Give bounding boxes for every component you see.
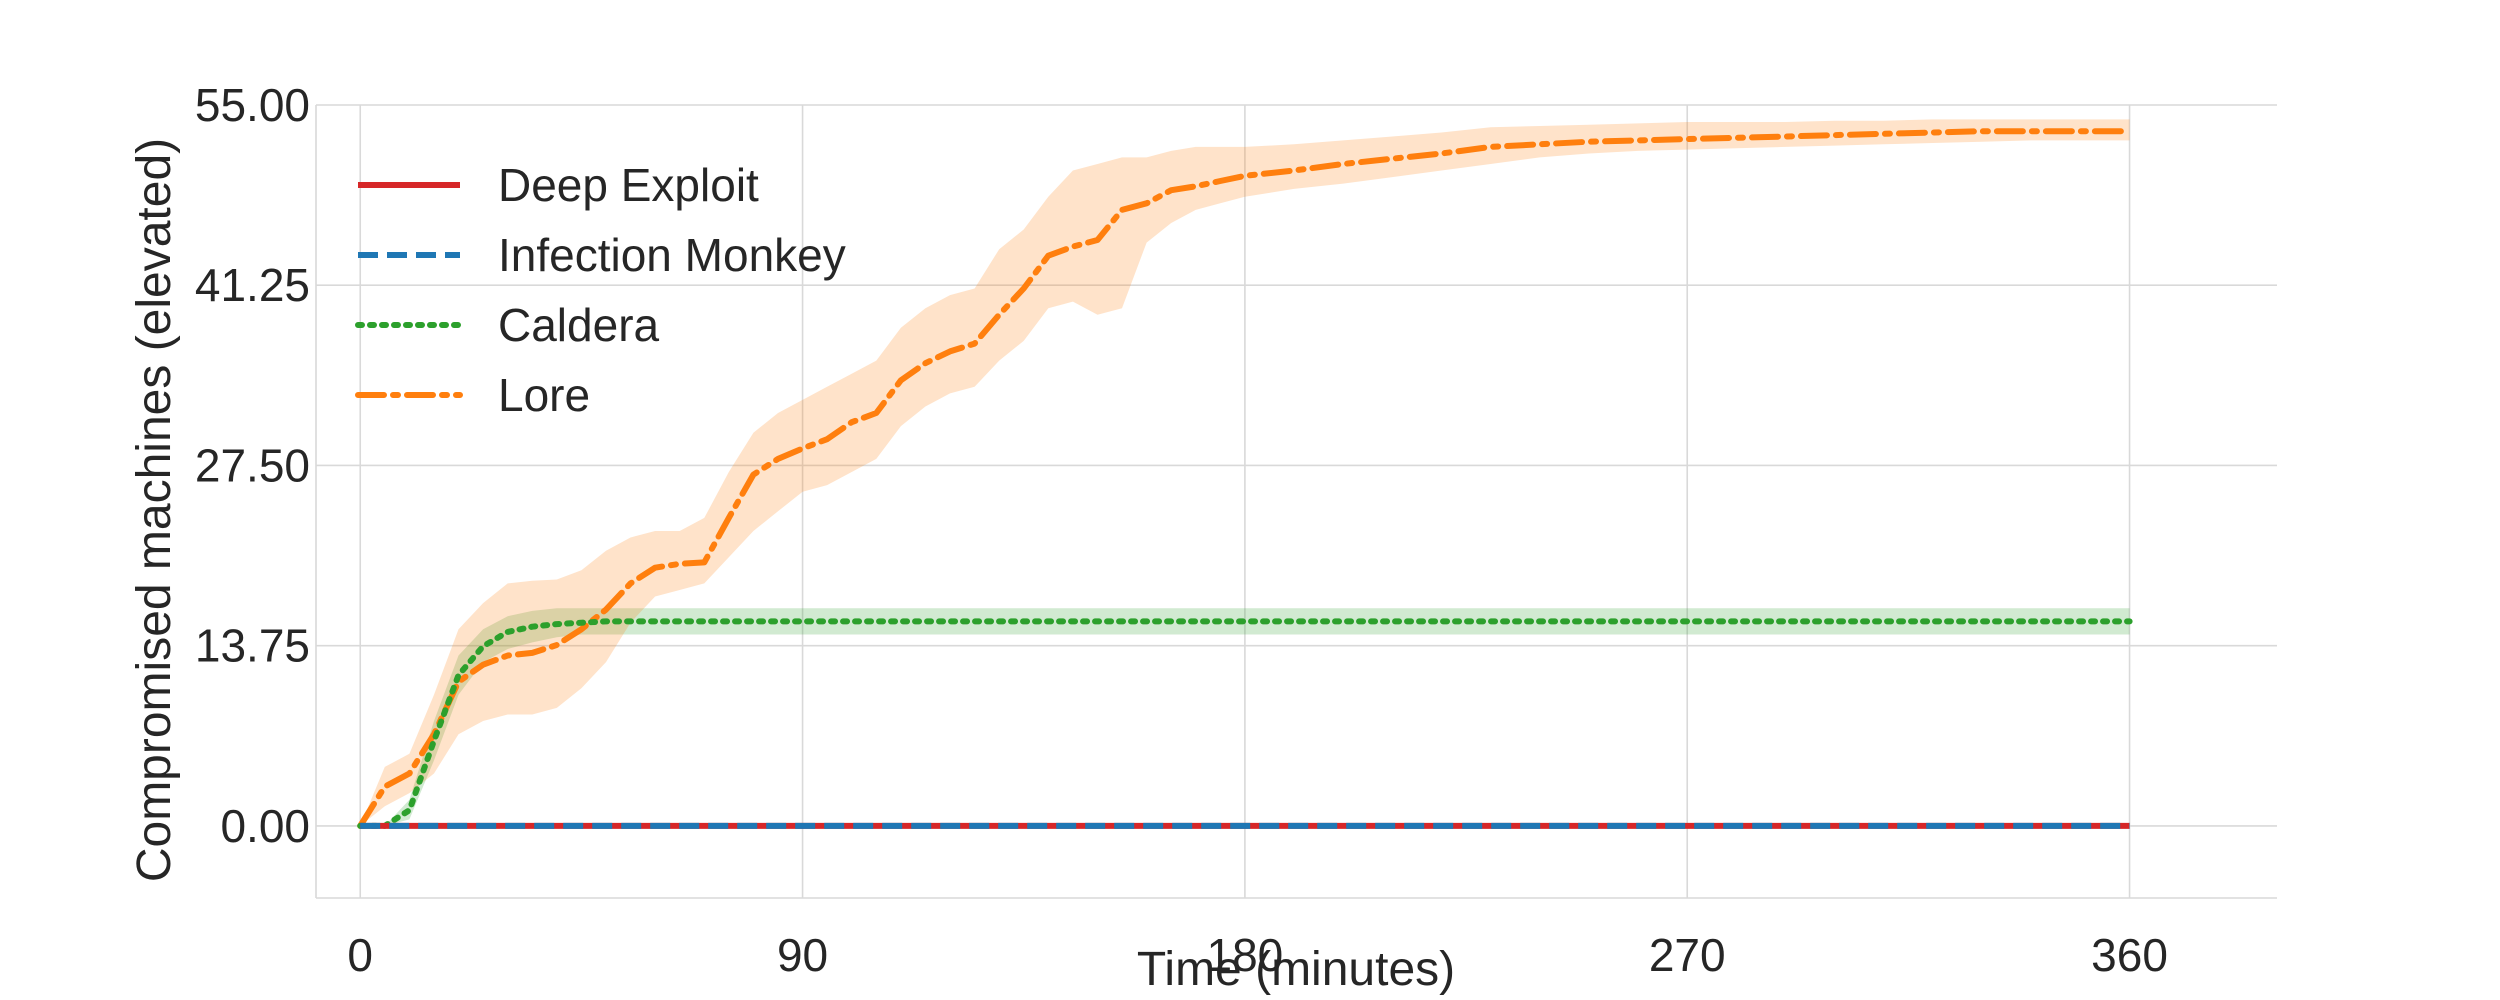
- y-tick-label-0: 0.00: [220, 800, 310, 852]
- legend: Deep Exploit Infection Monkey Caldera Lore: [355, 159, 846, 421]
- grid-lines: [316, 104, 2277, 898]
- x-tick-label-4: 360: [2091, 929, 2168, 981]
- plot-frame: [315, 105, 2277, 899]
- x-tick-label-3: 270: [1649, 929, 1726, 981]
- x-axis-label: Time (minutes): [1137, 943, 1455, 996]
- x-tick-label-1: 90: [777, 929, 828, 981]
- line-caldera: [357, 618, 2133, 829]
- legend-label-lore: Lore: [498, 369, 590, 421]
- y-tick-label-4: 55.00: [195, 79, 310, 131]
- line-lore: [357, 128, 2133, 829]
- y-tick-label-3: 41.25: [195, 259, 310, 311]
- legend-label-deep-exploit: Deep Exploit: [498, 159, 759, 211]
- y-axis-label: Compromised machines (elevated): [128, 138, 181, 882]
- y-tick-label-2: 27.50: [195, 439, 310, 491]
- series-lines: [357, 128, 2133, 829]
- legend-label-infection-monkey: Infection Monkey: [498, 229, 846, 281]
- legend-label-caldera: Caldera: [498, 299, 660, 351]
- y-tick-label-1: 13.75: [195, 620, 310, 672]
- tick-labels: 0 90 180 270 360 0.00 13.75 27.50 41.25 55.00: [195, 79, 2168, 981]
- x-tick-label-0: 0: [347, 929, 373, 981]
- x-tick-label-2: 180: [1207, 929, 1284, 981]
- band-caldera: [360, 608, 2130, 826]
- confidence-bands: [360, 119, 2130, 826]
